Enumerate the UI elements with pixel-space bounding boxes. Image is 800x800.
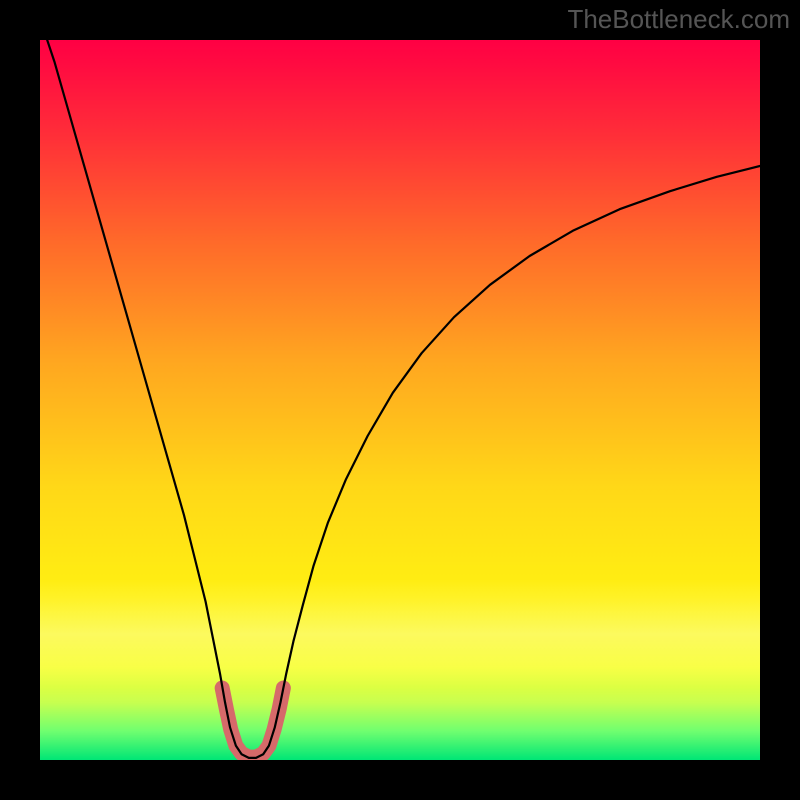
watermark-label: TheBottleneck.com <box>567 4 790 35</box>
plot-area <box>40 40 760 760</box>
curve-svg <box>40 40 760 760</box>
highlight-segment <box>222 688 283 757</box>
outer-container: TheBottleneck.com <box>0 0 800 800</box>
bottleneck-curve <box>40 40 760 758</box>
